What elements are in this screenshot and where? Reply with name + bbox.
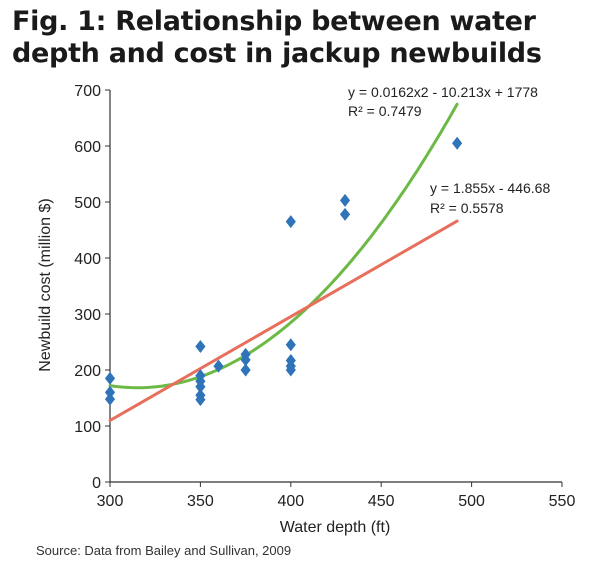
y-tick-label: 700: [74, 83, 101, 100]
linear-trendline-equation: y = 1.855x - 446.68: [430, 180, 550, 196]
linear-trendline-r2: R² = 0.5578: [430, 200, 504, 216]
data-point: [240, 353, 251, 367]
y-tick-label: 400: [74, 251, 101, 268]
data-point: [104, 392, 116, 406]
data-point: [195, 380, 206, 394]
y-tick-label: 100: [74, 419, 101, 436]
x-axis-label: Water depth (ft): [280, 519, 391, 536]
data-point: [195, 393, 206, 407]
polynomial-trendline: [108, 102, 459, 390]
axes: 300 350 400 450 500 550 0 100 200 300 400 500 600 700: [74, 83, 575, 510]
data-point: [452, 136, 463, 150]
data-point: [285, 363, 296, 377]
data-point: [240, 363, 251, 377]
data-point: [104, 385, 116, 399]
poly-trendline-equation: y = 0.0162x2 - 10.213x + 1778: [348, 84, 538, 100]
x-tick-label: 500: [458, 493, 485, 510]
y-tick-label: 500: [74, 195, 101, 212]
linear-trendline: [108, 219, 459, 422]
x-tick-label: 450: [368, 493, 395, 510]
x-tick-label: 550: [549, 493, 576, 510]
y-tick-label: 300: [74, 307, 101, 324]
y-tick-label: 0: [92, 475, 101, 492]
trendlines: [108, 102, 459, 422]
x-tick-label: 400: [277, 493, 304, 510]
data-point: [104, 371, 116, 385]
x-tick-label: 300: [97, 493, 124, 510]
y-tick-label: 600: [74, 139, 101, 156]
y-tick-label: 200: [74, 363, 101, 380]
figure-title: Fig. 1: Relationship between water depth…: [12, 6, 542, 69]
x-tick-label: 350: [187, 493, 214, 510]
data-point: [339, 193, 351, 207]
data-points: [104, 136, 463, 407]
data-point: [195, 339, 206, 353]
y-axis-label: Newbuild cost (million $): [37, 198, 54, 371]
data-point: [285, 338, 296, 352]
data-point: [339, 207, 351, 221]
data-point: [285, 215, 296, 229]
poly-trendline-r2: R² = 0.7479: [348, 103, 422, 119]
data-point: [213, 359, 224, 373]
source-note: Source: Data from Bailey and Sullivan, 2…: [36, 543, 292, 558]
